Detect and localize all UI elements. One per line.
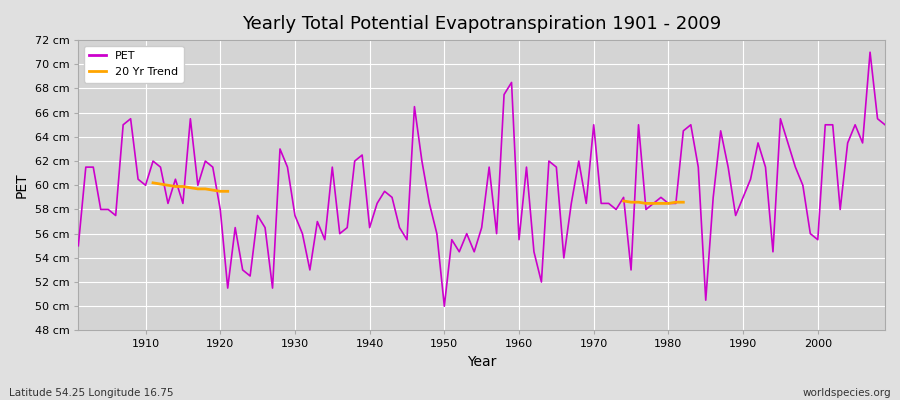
Y-axis label: PET: PET xyxy=(15,172,29,198)
X-axis label: Year: Year xyxy=(467,355,497,369)
Legend: PET, 20 Yr Trend: PET, 20 Yr Trend xyxy=(84,46,184,82)
Title: Yearly Total Potential Evapotranspiration 1901 - 2009: Yearly Total Potential Evapotranspiratio… xyxy=(242,15,721,33)
Text: Latitude 54.25 Longitude 16.75: Latitude 54.25 Longitude 16.75 xyxy=(9,388,174,398)
Text: worldspecies.org: worldspecies.org xyxy=(803,388,891,398)
